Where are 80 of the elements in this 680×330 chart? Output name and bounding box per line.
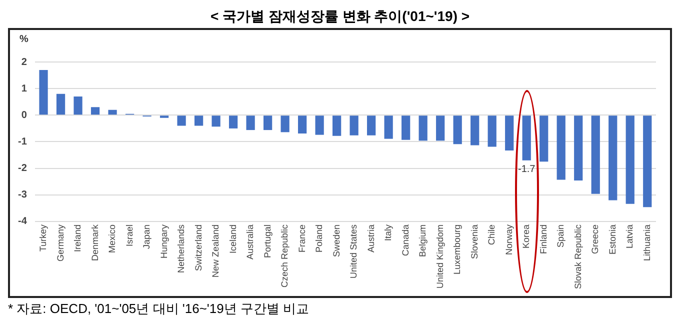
x-tick-label: France (296, 224, 307, 252)
x-tick-label: Spain (556, 224, 566, 248)
y-tick-label: 2 (21, 56, 28, 68)
x-tick-label: New Zealand (210, 224, 221, 278)
x-tick-label: United Kingdom (434, 224, 445, 289)
x-tick-label: Luxembourg (452, 224, 462, 275)
bar (402, 116, 410, 140)
x-tick-label: United States (348, 224, 359, 278)
x-tick-label: Turkey (38, 224, 48, 252)
bar (626, 116, 634, 204)
x-tick-label: Belgium (418, 224, 428, 257)
bar (246, 116, 255, 130)
x-tick-label: Czech Republic (280, 224, 290, 288)
x-tick-label: Sweden (331, 224, 342, 257)
x-tick-label: Finland (538, 224, 548, 254)
bar (453, 116, 462, 144)
x-tick-label: Latvia (624, 224, 635, 248)
x-tick-label: Italy (383, 224, 394, 241)
x-tick-label: Poland (314, 224, 324, 252)
x-tick-label: Netherlands (176, 224, 186, 273)
bar (436, 116, 445, 141)
bar (556, 116, 566, 180)
bar (591, 116, 600, 194)
bar (574, 116, 583, 181)
x-tick-label: Portugal (262, 224, 272, 258)
bar (522, 116, 531, 160)
x-tick-label: Chile (486, 224, 497, 245)
bar (367, 116, 376, 136)
bar (263, 116, 272, 130)
y-tick-label: 0 (21, 110, 28, 121)
chart-title: < 국가별 잠재성장률 변화 추이('01~'19) > (209, 8, 471, 26)
x-tick-label: Australia (245, 224, 256, 260)
bar (540, 116, 548, 162)
x-tick-label: Slovenia (469, 224, 480, 259)
x-tick-label: Ireland (72, 224, 83, 252)
bar (332, 116, 342, 136)
bar (608, 116, 618, 200)
x-tick-label: Korea (521, 224, 532, 248)
x-tick-label: Hungary (158, 224, 169, 258)
bar (280, 116, 290, 132)
x-tick-label: Canada (400, 224, 410, 256)
data-label: -1.7 (518, 164, 536, 176)
bar (298, 116, 307, 134)
x-tick-label: Germany (55, 224, 66, 262)
bar (39, 70, 48, 115)
bar (74, 96, 82, 115)
y-axis-title: % (20, 34, 29, 45)
bar (315, 116, 324, 135)
bar (470, 116, 480, 146)
x-tick-label: Japan (142, 224, 152, 249)
y-tick-label: -1 (18, 136, 28, 148)
bar (505, 116, 514, 151)
bar (108, 110, 117, 115)
bar (643, 116, 652, 208)
x-tick-label: Norway (504, 224, 514, 255)
bar (90, 107, 100, 115)
bar (56, 94, 66, 115)
x-tick-label: Denmark (90, 224, 100, 261)
x-tick-label: Lithuania (642, 224, 652, 262)
bar (488, 116, 496, 147)
y-tick-label: -2 (18, 163, 28, 174)
bar (350, 116, 358, 136)
x-tick-label: Iceland (228, 224, 238, 254)
bar (418, 116, 428, 141)
bar (194, 116, 204, 126)
y-tick-label: -3 (18, 190, 28, 201)
x-tick-label: Israel (124, 224, 134, 246)
bar (228, 116, 238, 128)
x-tick-label: Greece (590, 224, 600, 254)
x-tick-label: Mexico (107, 224, 118, 253)
y-tick-label: -4 (18, 216, 28, 228)
bar (212, 116, 220, 127)
x-tick-label: Slovak Republic (572, 224, 583, 290)
y-tick-label: 1 (21, 83, 28, 94)
bar (384, 116, 393, 139)
text: * 자료: OECD, '01~'05년 대비 '16~'19년 구간별 비교 (8, 300, 310, 318)
x-tick-label: Estonia (607, 224, 618, 254)
x-tick-label: Austria (366, 224, 376, 252)
bar (177, 116, 186, 126)
x-tick-label: Switzerland (193, 224, 204, 271)
